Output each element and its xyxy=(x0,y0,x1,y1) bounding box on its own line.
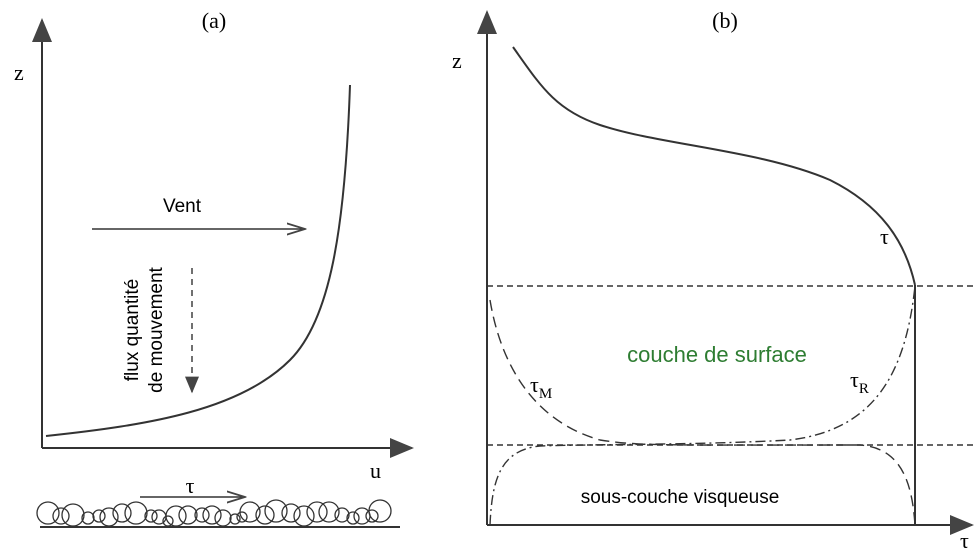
grain xyxy=(294,506,314,526)
grain xyxy=(93,510,105,522)
grain xyxy=(307,502,327,522)
panel-b: (b) z τ τ couche de surface τM τR sous-c… xyxy=(452,8,977,552)
grain xyxy=(53,508,69,524)
total-stress-curve xyxy=(513,47,915,285)
stress-label: τ xyxy=(880,224,889,249)
grain xyxy=(354,508,370,524)
panel-a: (a) z u Vent flux quantité de mouvement … xyxy=(14,8,412,527)
viscous-sublayer-label: sous-couche visqueuse xyxy=(581,487,780,508)
stress-label: τ xyxy=(186,473,195,498)
sand-grains xyxy=(37,500,391,526)
grain xyxy=(282,504,300,522)
grain xyxy=(152,510,166,524)
grain xyxy=(100,508,118,526)
grain xyxy=(62,504,84,526)
symbol: τ xyxy=(850,367,859,392)
grain xyxy=(113,504,131,522)
figure: (a) z u Vent flux quantité de mouvement … xyxy=(0,0,977,552)
velocity-profile xyxy=(46,85,350,436)
grain xyxy=(179,506,197,524)
axis-label: z xyxy=(14,60,24,85)
panel-label: (a) xyxy=(202,8,226,33)
axis-label: τ xyxy=(960,528,969,552)
flux-label: de mouvement xyxy=(146,266,167,392)
surface-layer-label: couche de surface xyxy=(627,342,807,367)
grain xyxy=(203,506,221,524)
grain xyxy=(369,500,391,522)
subscript: R xyxy=(859,381,869,397)
tau-m-label: τM xyxy=(530,372,552,402)
axis-label: u xyxy=(370,458,381,483)
axis-label: z xyxy=(452,48,462,73)
symbol: τ xyxy=(530,372,539,397)
flux-label: flux quantité xyxy=(122,279,143,381)
subscript: M xyxy=(539,386,552,402)
grain xyxy=(125,502,147,524)
panel-label: (b) xyxy=(712,8,738,33)
grain xyxy=(215,510,231,526)
grain xyxy=(37,502,59,524)
tau-r-label: τR xyxy=(850,367,869,397)
wind-label: Vent xyxy=(163,196,202,217)
grain xyxy=(366,510,378,522)
